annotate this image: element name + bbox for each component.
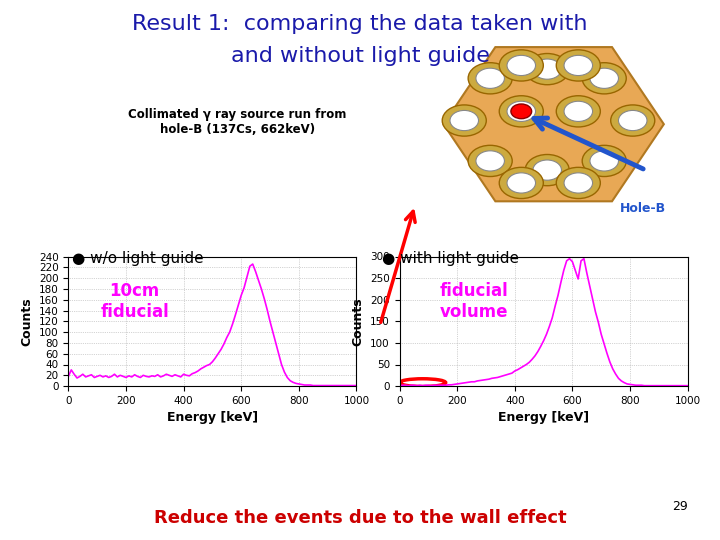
Polygon shape	[444, 47, 664, 201]
Circle shape	[476, 151, 505, 171]
Text: Result 1:  comparing the data taken with: Result 1: comparing the data taken with	[132, 14, 588, 33]
Circle shape	[564, 173, 593, 193]
Circle shape	[611, 105, 654, 136]
Circle shape	[442, 105, 486, 136]
X-axis label: Energy [keV]: Energy [keV]	[498, 411, 589, 424]
Circle shape	[590, 151, 618, 171]
Circle shape	[557, 50, 600, 81]
Circle shape	[564, 102, 593, 122]
Text: fiducial
volume: fiducial volume	[440, 282, 509, 321]
Circle shape	[468, 145, 512, 177]
Text: 29: 29	[672, 500, 688, 512]
Circle shape	[564, 55, 593, 76]
Text: and without light guide: and without light guide	[230, 46, 490, 66]
Circle shape	[499, 167, 544, 199]
Circle shape	[533, 59, 562, 79]
Circle shape	[582, 145, 626, 177]
Text: Reduce the events due to the wall effect: Reduce the events due to the wall effect	[153, 509, 567, 526]
Text: Hole-B: Hole-B	[620, 202, 666, 215]
Circle shape	[557, 96, 600, 127]
Circle shape	[476, 68, 505, 89]
Circle shape	[533, 160, 562, 180]
Circle shape	[511, 104, 531, 119]
Circle shape	[618, 111, 647, 131]
Circle shape	[450, 111, 479, 131]
Circle shape	[557, 167, 600, 199]
Text: ● with light guide: ● with light guide	[382, 251, 518, 266]
Circle shape	[582, 63, 626, 94]
Y-axis label: Counts: Counts	[20, 297, 33, 346]
Text: 10cm
fiducial: 10cm fiducial	[100, 282, 169, 321]
Circle shape	[525, 154, 570, 186]
Circle shape	[525, 53, 570, 85]
Circle shape	[507, 102, 536, 122]
Circle shape	[507, 173, 536, 193]
Text: ● w/o light guide: ● w/o light guide	[72, 251, 204, 266]
Circle shape	[499, 96, 544, 127]
Circle shape	[468, 63, 512, 94]
X-axis label: Energy [keV]: Energy [keV]	[167, 411, 258, 424]
Text: Collimated γ ray source run from
hole-B (137Cs, 662keV): Collimated γ ray source run from hole-B …	[128, 108, 347, 136]
Circle shape	[507, 55, 536, 76]
Circle shape	[499, 50, 544, 81]
Circle shape	[590, 68, 618, 89]
Y-axis label: Counts: Counts	[351, 297, 364, 346]
